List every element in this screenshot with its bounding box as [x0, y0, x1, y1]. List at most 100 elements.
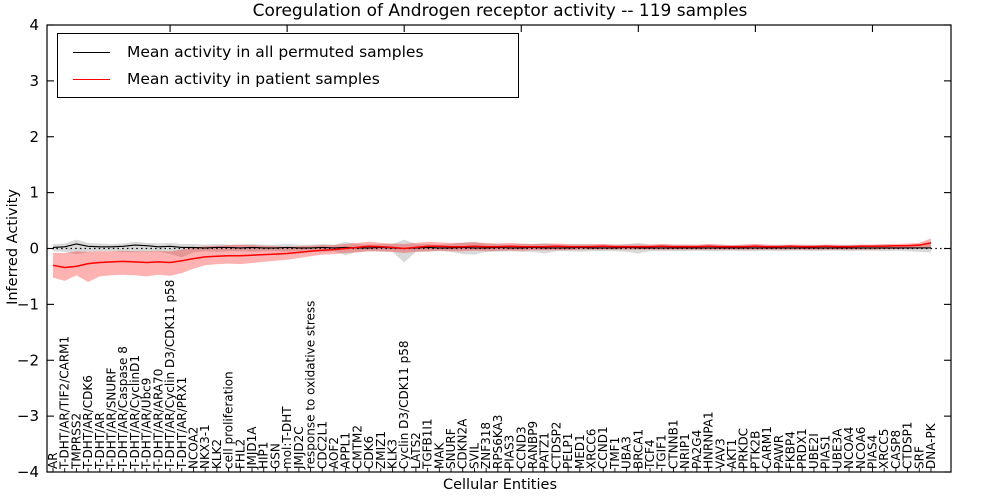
category-label-group: SVIL — [467, 443, 481, 469]
category-label: CTDSP2 — [549, 422, 563, 469]
legend-label-patient: Mean activity in patient samples — [127, 70, 380, 88]
category-label-group: MED1 — [573, 434, 587, 469]
category-label: CCND1 — [596, 426, 610, 469]
category-label-group: NCOA6 — [854, 427, 868, 469]
category-label: T-DHT/AR/ARA70 — [151, 369, 165, 470]
category-label-group: GSN — [268, 443, 282, 469]
category-label: NCOA4 — [842, 427, 856, 469]
chart-title: Coregulation of Androgen receptor activi… — [252, 1, 748, 21]
category-label: MAK — [432, 441, 446, 469]
category-label: HIP1 — [257, 442, 271, 469]
black-line-swatch — [73, 51, 110, 53]
category-label: SRF — [912, 446, 926, 469]
category-label: CCND3 — [514, 426, 528, 469]
category-label: T-DHT/AR/Cyclin D3/CDK11 p58 — [163, 280, 177, 470]
category-label-group: T-DHT/AR/Caspase 8 — [116, 346, 130, 470]
y-tick-label: −3 — [17, 407, 39, 425]
category-label: CTDSP1 — [901, 422, 915, 469]
category-label-group: CTNNB1 — [667, 419, 681, 469]
category-label: NCOA2 — [187, 427, 201, 469]
category-label-group: APPL1 — [339, 432, 353, 469]
category-label: mol:T-DHT — [280, 406, 294, 469]
category-label: NCOA6 — [854, 427, 868, 469]
category-label-group: MAK — [432, 441, 446, 469]
category-label: LATS2 — [409, 432, 423, 469]
legend: Mean activity in all permuted samples Me… — [57, 33, 519, 98]
category-label: TGIF1 — [655, 434, 669, 470]
category-label: HNRNPA1 — [702, 411, 716, 469]
category-label: UBE3A — [830, 428, 844, 469]
category-label-group: PTK2B — [748, 431, 762, 469]
category-label-group: T-DHT/AR/ARA70 — [151, 369, 165, 470]
category-label: CMTM2 — [350, 425, 364, 469]
category-label-group: CASP8 — [889, 430, 903, 469]
category-label-group: AR — [46, 452, 60, 469]
category-label: AKT1 — [725, 439, 739, 469]
category-label-group: T-DHT/AR/Cyclin D3/CDK11 p58 — [163, 280, 177, 470]
category-label: CARM1 — [760, 426, 774, 469]
category-label-group: PATZ1 — [538, 432, 552, 469]
category-label: PATZ1 — [538, 432, 552, 469]
y-tick-label: −2 — [17, 351, 39, 369]
category-label: CDKN2A — [456, 418, 470, 469]
y-tick-label: 3 — [29, 72, 39, 90]
category-label: AR — [46, 452, 60, 469]
category-label-group: T-DHT/AR/PRX1 — [175, 377, 189, 470]
category-label: XRCC5 — [877, 429, 891, 469]
category-label-group: DNA-PK — [924, 422, 938, 469]
category-label-group: TCF4 — [643, 439, 657, 470]
category-label-group: UBE2I — [807, 433, 821, 469]
category-label-group: NCOA4 — [842, 427, 856, 469]
category-label: TGFB1I1 — [421, 418, 435, 470]
category-label-group: mol:T-DHT — [280, 406, 294, 469]
category-label-group: response to oxidative stress — [304, 301, 318, 469]
category-label-group: CDKN2A — [456, 418, 470, 469]
category-label: PAWR — [772, 435, 786, 469]
legend-item-permuted: Mean activity in all permuted samples — [58, 43, 518, 61]
category-label-group: PRDX1 — [795, 428, 809, 469]
category-label: PA2G4 — [690, 430, 704, 469]
category-label-group: JMJD1A — [245, 426, 259, 470]
category-label-group: T-DHT/AR/CyclinD1 — [128, 355, 142, 470]
y-axis-label: Inferred Activity — [5, 189, 21, 305]
category-label-group: NCOA2 — [187, 427, 201, 469]
band-permuted — [53, 239, 931, 263]
category-label-group: CTDSP2 — [549, 422, 563, 469]
category-label: TMF1 — [608, 437, 622, 470]
category-label: UBE2I — [807, 433, 821, 469]
category-label: PELP1 — [561, 433, 575, 469]
category-label-group: PA2G4 — [690, 430, 704, 469]
category-label-group: CDK6 — [362, 436, 376, 469]
category-label-group: SNURF — [444, 428, 458, 469]
category-label-group: XRCC6 — [585, 429, 599, 469]
category-label: PTK2B — [748, 431, 762, 469]
category-label: BRCA1 — [631, 429, 645, 469]
category-label-group: PRKDC — [737, 428, 751, 469]
category-label-group: VAV3 — [713, 438, 727, 469]
category-label-group: AKT1 — [725, 439, 739, 469]
category-label: MED1 — [573, 434, 587, 469]
category-label-group: UBA3 — [620, 436, 634, 469]
category-label-group: LATS2 — [409, 432, 423, 469]
category-label-group: CCND1 — [596, 426, 610, 469]
category-label: JMJD1A — [245, 426, 259, 470]
category-label-group: PELP1 — [561, 433, 575, 469]
line-patient — [52, 242, 932, 269]
band-patient — [53, 238, 931, 282]
category-label: GSN — [268, 443, 282, 469]
category-label: CDC2L1 — [315, 421, 329, 469]
category-label: SNURF — [444, 428, 458, 469]
category-label-group: PIAS4 — [866, 435, 880, 469]
category-label-group: CCND3 — [514, 426, 528, 469]
category-label: Cyclin D3/CDK11 p58 — [397, 340, 411, 469]
category-label-group: TMF1 — [608, 437, 622, 470]
legend-label-permuted: Mean activity in all permuted samples — [127, 43, 424, 61]
category-label: DNA-PK — [924, 422, 938, 469]
category-label: PIAS3 — [503, 435, 517, 469]
category-label-group: SRF — [912, 446, 926, 469]
category-label: T-DHT/AR/CDK6 — [81, 375, 95, 470]
category-label-group: PAWR — [772, 435, 786, 469]
y-tick-label: 2 — [29, 128, 39, 146]
category-label: cell proliferation — [222, 371, 236, 469]
